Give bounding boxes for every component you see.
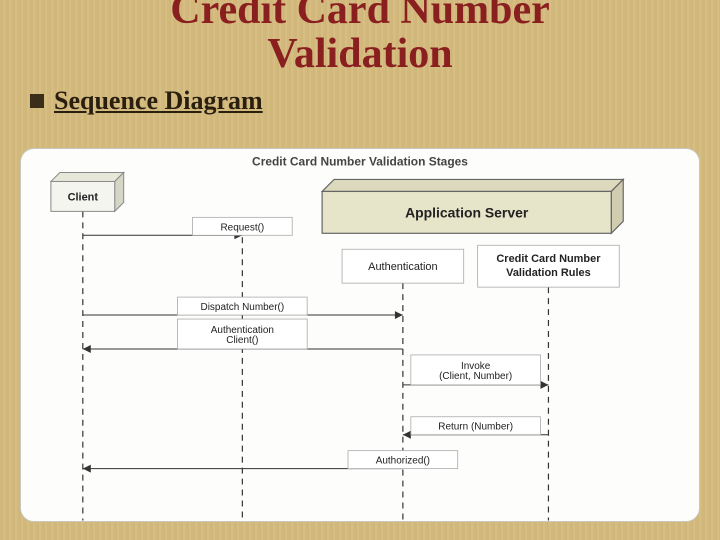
message-label: Client() [226,335,258,346]
message-label: Request() [220,222,264,233]
node-authentication-label: Authentication [368,261,437,273]
message-label: Return (Number) [438,422,513,433]
bullet-icon [30,94,44,108]
node-rules: Credit Card Number Validation Rules [478,245,620,287]
sequence-diagram-svg: Credit Card Number Validation Stages Cli… [21,149,699,521]
message-label: Authorized() [376,456,430,467]
node-client: Client [51,172,124,211]
slide-title-line1: Credit Card Number [0,0,720,32]
message-label: Dispatch Number() [201,302,285,313]
node-app-server-label: Application Server [405,204,529,220]
node-authentication: Authentication [342,249,464,283]
slide-title-line2: Validation [0,32,720,76]
node-app-server: Application Server [322,179,623,233]
sequence-diagram-card: Credit Card Number Validation Stages Cli… [20,148,700,522]
diagram-title: Credit Card Number Validation Stages [252,155,468,169]
node-rules-label-l1: Credit Card Number [496,253,601,265]
node-rules-label-l2: Validation Rules [506,267,591,279]
message-label: (Client, Number) [439,371,512,382]
slide-title: Credit Card Number Validation [0,0,720,76]
slide-subtitle: Sequence Diagram [54,86,263,116]
node-client-label: Client [68,191,99,203]
subtitle-row: Sequence Diagram [0,86,720,116]
